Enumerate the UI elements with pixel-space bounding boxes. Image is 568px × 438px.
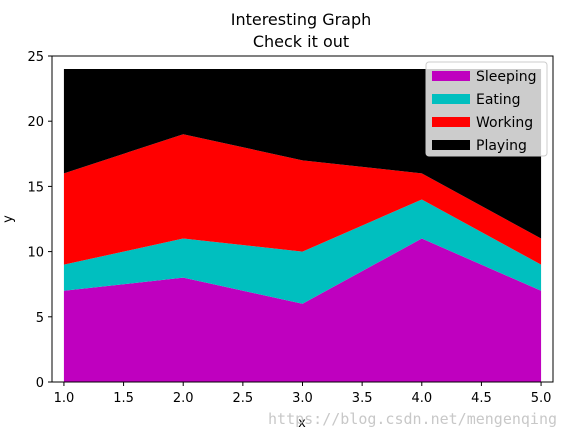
chart-subtitle: Check it out — [253, 32, 349, 51]
y-tick-label: 15 — [27, 180, 44, 195]
y-tick-label: 5 — [36, 311, 44, 326]
y-axis-label: y — [1, 215, 16, 223]
x-tick-label: 5.0 — [531, 391, 552, 406]
legend-label-eating: Eating — [476, 92, 521, 108]
y-tick-label: 10 — [27, 246, 44, 261]
x-axis-label: x — [298, 416, 306, 431]
x-axis: 1.0 1.5 2.0 2.5 3.0 3.5 4.0 4.5 5.0 — [54, 382, 552, 406]
legend-label-playing: Playing — [476, 138, 527, 154]
y-tick-label: 0 — [36, 376, 44, 391]
legend-box — [425, 61, 548, 157]
legend: Sleeping Eating Working Playing — [425, 61, 548, 157]
area-layers — [63, 69, 542, 382]
y-tick-label: 20 — [27, 115, 44, 130]
watermark-text: https://blog.csdn.net/mengenqing — [268, 410, 557, 428]
x-tick-label: 4.5 — [471, 391, 492, 406]
legend-swatch-playing — [432, 140, 470, 150]
x-tick-label: 1.5 — [113, 391, 134, 406]
legend-swatch-working — [432, 117, 470, 127]
area-playing — [63, 69, 542, 239]
x-tick-label: 1.0 — [54, 391, 75, 406]
area-sleeping — [63, 238, 542, 382]
legend-label-sleeping: Sleeping — [476, 69, 537, 85]
area-working — [63, 134, 542, 265]
y-axis: 0 5 10 15 20 25 — [27, 50, 52, 391]
y-tick-label: 25 — [27, 50, 44, 65]
legend-swatch-sleeping — [432, 71, 470, 81]
x-tick-label: 3.0 — [292, 391, 313, 406]
chart-title: Interesting Graph — [231, 10, 372, 29]
x-tick-label: 4.0 — [411, 391, 432, 406]
x-tick-label: 2.0 — [173, 391, 194, 406]
x-tick-label: 3.5 — [352, 391, 373, 406]
x-tick-label: 2.5 — [233, 391, 254, 406]
legend-label-working: Working — [476, 115, 533, 131]
legend-swatch-eating — [432, 94, 470, 104]
